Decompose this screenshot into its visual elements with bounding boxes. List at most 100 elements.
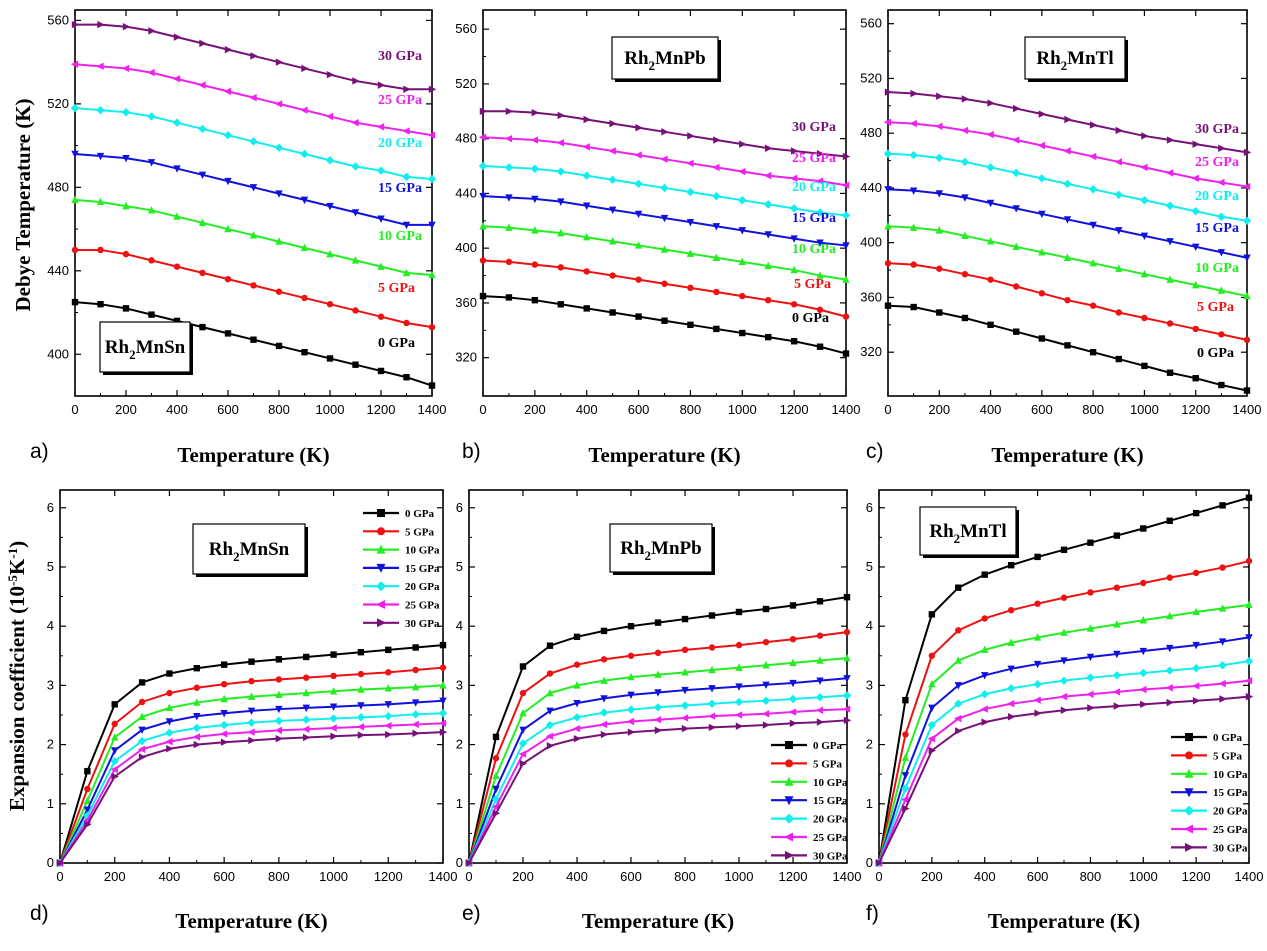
data-point — [505, 194, 513, 202]
data-point — [438, 719, 447, 727]
y-tick-label: 560 — [47, 12, 69, 27]
data-point — [351, 118, 359, 127]
data-point — [734, 711, 743, 719]
data-point — [600, 695, 608, 703]
curve-label: 5 GPa — [378, 281, 415, 296]
legend-label: 0 GPa — [813, 740, 843, 752]
data-point — [479, 222, 487, 230]
data-point — [110, 756, 119, 766]
material-element: Rh — [620, 538, 645, 559]
data-point — [166, 689, 173, 697]
data-point — [1113, 620, 1121, 628]
data-point — [518, 739, 528, 748]
data-point — [412, 729, 420, 738]
data-point — [224, 275, 232, 283]
y-title-part: -5 — [5, 575, 20, 586]
data-point — [1192, 280, 1200, 289]
data-point — [428, 221, 436, 230]
data-point — [583, 115, 591, 124]
data-point — [600, 656, 608, 663]
data-point — [1165, 666, 1174, 675]
data-point — [1113, 650, 1121, 659]
data-point — [583, 305, 590, 312]
material-element: Rh — [1036, 48, 1061, 69]
data-point — [71, 20, 80, 29]
data-point — [788, 708, 797, 716]
data-point — [954, 714, 962, 723]
data-point — [505, 294, 513, 301]
data-point — [249, 184, 258, 192]
data-point — [708, 685, 716, 693]
data-point — [654, 689, 662, 697]
y-title-part: Expansion coefficient (10 — [5, 586, 29, 811]
data-point — [531, 195, 539, 204]
data-point — [1007, 638, 1015, 646]
data-point — [411, 720, 419, 729]
data-point — [165, 718, 174, 726]
data-point — [1242, 182, 1251, 191]
data-point — [1086, 673, 1095, 682]
y-title-part: ) — [5, 541, 29, 548]
data-point — [504, 134, 513, 143]
data-point — [330, 732, 338, 740]
data-point — [961, 270, 969, 278]
data-point — [884, 88, 893, 96]
panel-label: c) — [866, 440, 884, 463]
data-point — [220, 710, 228, 718]
data-point — [608, 237, 617, 245]
data-point — [1013, 283, 1020, 290]
x-tick-label: 200 — [115, 402, 137, 417]
data-point — [138, 698, 146, 706]
data-point — [1165, 169, 1174, 177]
data-point — [83, 811, 92, 820]
data-point — [556, 167, 565, 176]
data-point — [1242, 216, 1252, 225]
data-point — [707, 712, 716, 720]
data-point — [439, 641, 447, 649]
legend-marker — [377, 618, 386, 628]
legend-marker — [377, 509, 385, 517]
x-tick-label: 0 — [56, 869, 63, 884]
data-point — [680, 714, 689, 722]
y-tick-label: 5 — [456, 559, 463, 574]
x-tick-label: 600 — [628, 402, 650, 417]
data-point — [1064, 115, 1072, 124]
data-point — [843, 716, 852, 725]
legend-marker — [1184, 788, 1194, 798]
x-tick-label: 1400 — [418, 402, 447, 417]
data-point — [687, 132, 695, 140]
data-point — [302, 725, 310, 733]
data-point — [816, 598, 824, 605]
series-0-gpa — [479, 292, 850, 357]
legend-marker — [784, 813, 794, 824]
data-point — [583, 268, 590, 275]
data-point — [531, 226, 539, 234]
legend-label: 5 GPa — [813, 758, 843, 770]
data-point — [986, 199, 995, 208]
curve-label: 30 GPa — [792, 120, 836, 135]
y-tick-label: 3 — [866, 677, 873, 692]
data-point — [842, 242, 850, 250]
data-point — [1012, 168, 1021, 178]
data-point — [530, 164, 540, 173]
expansion-y-axis-title: Expansion coefficient (10-5K-1) — [5, 541, 29, 811]
data-point — [1245, 692, 1254, 701]
data-point — [712, 191, 721, 201]
data-point — [220, 694, 228, 703]
data-point — [1064, 342, 1071, 349]
data-point — [573, 699, 581, 708]
series-30-gpa — [71, 20, 437, 93]
legend-label: 15 GPa — [405, 563, 440, 575]
series-0-gpa — [71, 298, 436, 389]
data-point — [193, 665, 200, 672]
data-point — [96, 152, 105, 161]
data-point — [439, 681, 447, 689]
data-point — [686, 249, 695, 257]
x-tick-label: 1400 — [1235, 869, 1264, 884]
data-point — [385, 646, 392, 654]
data-point — [936, 265, 943, 272]
data-point — [356, 713, 366, 722]
data-point — [1013, 328, 1020, 335]
legend-label: 10 GPa — [813, 777, 848, 789]
y-tick-label: 520 — [455, 76, 477, 91]
